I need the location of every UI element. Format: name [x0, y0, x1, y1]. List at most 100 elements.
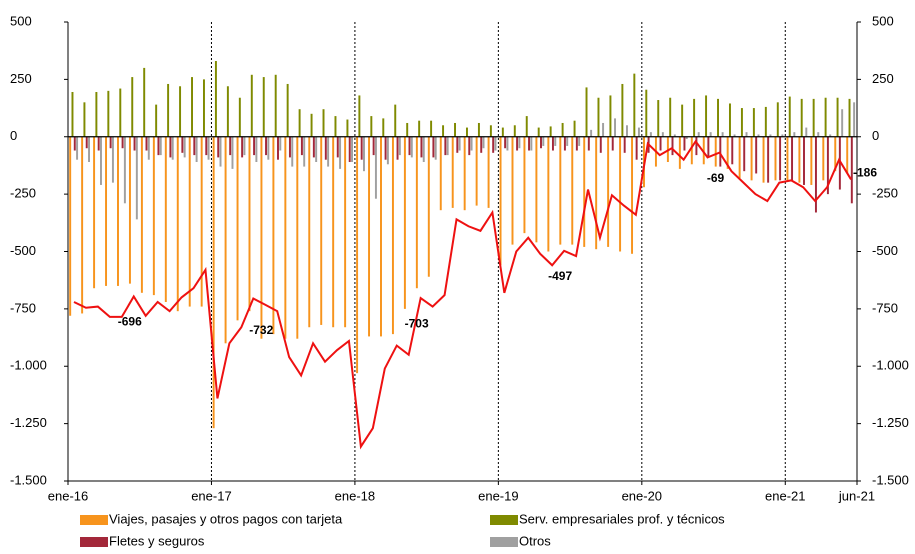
- bar: [76, 136, 79, 160]
- bar: [83, 102, 86, 137]
- y-tick-label: -250: [10, 186, 36, 201]
- y-tick-label: -1.250: [10, 415, 47, 430]
- bar: [573, 120, 576, 137]
- bar: [499, 136, 502, 266]
- bar: [171, 136, 174, 160]
- bar: [477, 122, 480, 137]
- bar: [841, 109, 844, 137]
- legend-swatch: [80, 537, 108, 547]
- bar: [822, 136, 825, 181]
- bar: [298, 109, 301, 137]
- bar: [427, 136, 430, 277]
- y-tick-label: 0: [10, 128, 17, 143]
- x-tick-label: jun-21: [838, 488, 875, 503]
- bar: [69, 136, 72, 316]
- y2-tick-label: -500: [872, 243, 898, 258]
- legend-label: Serv. empresariales prof. y técnicos: [519, 511, 725, 526]
- bar: [284, 136, 287, 339]
- bar: [523, 136, 526, 234]
- bar: [188, 136, 191, 307]
- bar: [487, 136, 490, 208]
- bar: [97, 136, 100, 151]
- bar: [728, 103, 731, 137]
- bar: [673, 134, 676, 137]
- bar: [255, 136, 258, 162]
- bar: [726, 136, 729, 169]
- bar: [506, 136, 509, 151]
- bar: [812, 98, 815, 137]
- bar: [530, 136, 533, 151]
- bar: [456, 136, 459, 153]
- bar: [312, 136, 315, 158]
- y2-tick-label: -1.500: [872, 472, 909, 487]
- bar: [489, 125, 492, 137]
- bar: [277, 136, 279, 160]
- bar: [717, 98, 719, 137]
- bar: [834, 136, 837, 172]
- bar: [540, 136, 542, 149]
- y2-tick-label: 500: [872, 13, 894, 28]
- bar: [133, 136, 136, 151]
- bar: [260, 136, 263, 339]
- bar: [384, 136, 387, 160]
- bar: [391, 136, 394, 335]
- y-tick-label: -1.000: [10, 358, 47, 373]
- bar: [368, 136, 371, 337]
- bar: [814, 136, 817, 213]
- bar: [836, 97, 839, 137]
- legend-label: Viajes, pasajes y otros pagos con tarjet…: [109, 511, 343, 526]
- bar: [685, 136, 688, 140]
- y-tick-label: -750: [10, 300, 36, 315]
- bar: [300, 136, 303, 156]
- bar: [85, 136, 88, 149]
- bar: [119, 88, 122, 137]
- bar: [430, 120, 433, 137]
- bar: [410, 136, 413, 158]
- legend-swatch: [80, 515, 108, 525]
- bar: [93, 136, 96, 289]
- bar: [81, 136, 84, 314]
- bar: [231, 136, 234, 169]
- bar: [637, 127, 640, 137]
- bar: [762, 136, 765, 183]
- bar: [155, 104, 158, 137]
- bar: [619, 136, 622, 252]
- bar: [195, 136, 198, 162]
- bar: [135, 136, 138, 220]
- bar: [501, 127, 504, 137]
- bar: [356, 136, 359, 374]
- bar: [578, 136, 581, 146]
- bar: [633, 73, 636, 137]
- bar: [320, 136, 323, 325]
- bar: [793, 132, 796, 137]
- bar: [179, 86, 182, 137]
- bar: [250, 74, 253, 137]
- bar: [513, 125, 516, 137]
- bar: [810, 136, 813, 185]
- x-tick-label: ene-19: [478, 488, 518, 503]
- bar: [465, 127, 468, 137]
- bar: [817, 132, 820, 137]
- x-tick-label: ene-16: [48, 488, 88, 503]
- bar: [597, 97, 600, 137]
- bar: [551, 136, 554, 151]
- y2-tick-label: 0: [872, 128, 879, 143]
- bar: [528, 136, 531, 151]
- bar: [248, 136, 251, 312]
- bar: [798, 136, 801, 183]
- bar: [444, 136, 447, 156]
- bar: [738, 136, 741, 179]
- bar: [217, 136, 220, 158]
- bar: [336, 136, 339, 158]
- bar: [386, 136, 389, 165]
- x-tick-label: ene-17: [191, 488, 231, 503]
- bar: [439, 136, 442, 211]
- bar: [614, 118, 617, 137]
- bar: [212, 136, 215, 429]
- bar: [559, 136, 562, 245]
- bar: [152, 136, 155, 296]
- bar: [167, 83, 170, 137]
- data-label: -732: [249, 323, 273, 337]
- bar: [803, 136, 805, 185]
- bar: [492, 136, 495, 153]
